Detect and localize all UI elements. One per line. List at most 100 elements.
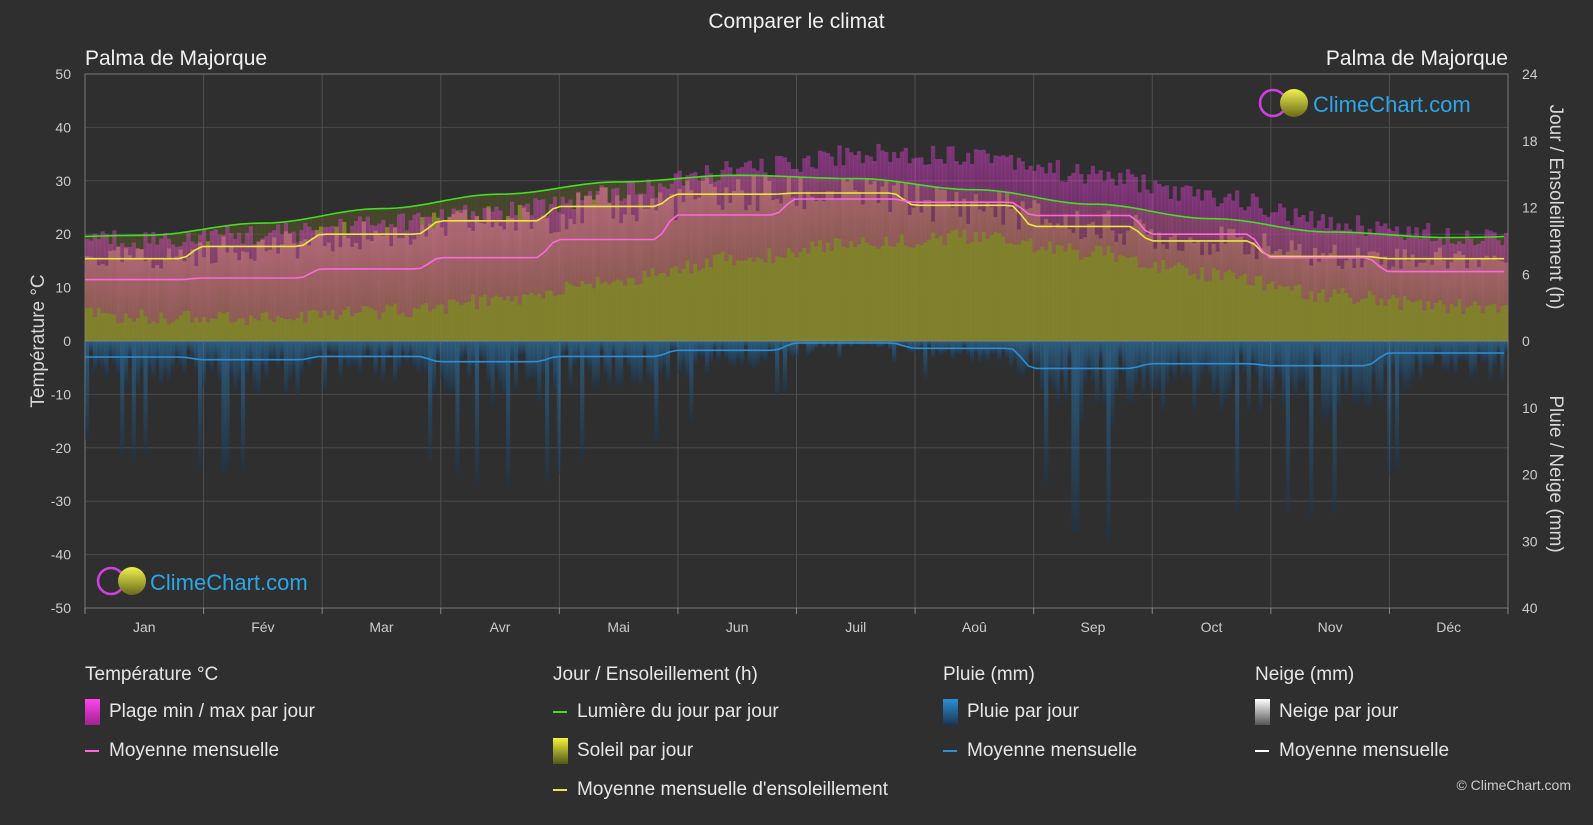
sunshine-bar: [985, 202, 990, 341]
rain-bar: [229, 341, 234, 376]
rain-mean-line: [85, 342, 1505, 370]
temp-range-bar: [747, 160, 752, 258]
temp-range-bar: [194, 243, 199, 318]
sunshine-bar: [1387, 269, 1392, 341]
rain-bar: [1336, 341, 1341, 410]
y-right-mm-tick-label: 40: [1522, 600, 1538, 616]
rain-bar: [1258, 341, 1263, 414]
temp-range-bar: [143, 232, 148, 317]
rain-bar: [911, 341, 916, 354]
temp-range-bar: [623, 198, 628, 286]
sunshine-bar: [860, 204, 866, 341]
rain-bar: [1289, 341, 1294, 386]
rain-bar: [1079, 341, 1084, 422]
temp-range-bar: [794, 169, 799, 258]
rain-bar: [166, 341, 172, 381]
temp-range-bar: [720, 169, 725, 252]
sunshine-bar: [1359, 267, 1365, 341]
rain-bar: [209, 341, 214, 373]
rain-bar: [693, 341, 698, 365]
rain-bar: [1426, 341, 1431, 369]
rain-bar: [1106, 341, 1111, 541]
sunshine-bar: [767, 180, 772, 341]
rain-bar: [533, 341, 538, 379]
temp-range-bar: [564, 203, 569, 282]
rain-bar: [607, 341, 612, 386]
rain-bar: [135, 341, 140, 388]
temp-range-bar: [1149, 193, 1154, 269]
temp-range-bar: [946, 146, 951, 234]
temp-range-bar: [755, 170, 760, 258]
rain-bar: [178, 341, 183, 367]
temp-range-bar: [677, 170, 682, 274]
temp-range-bar: [1402, 240, 1407, 297]
rain-bar: [521, 341, 526, 355]
rain-bar: [1192, 341, 1197, 411]
temp-range-bar: [428, 216, 433, 312]
temp-range-bar: [1297, 216, 1302, 285]
sunshine-bar: [1242, 254, 1248, 341]
temp-range-bar: [786, 162, 791, 248]
sunshine-bar: [782, 194, 788, 341]
rain-bar: [1352, 341, 1357, 403]
rain-bar: [1262, 341, 1267, 386]
rain-bar: [977, 341, 982, 363]
rain-bar: [611, 341, 616, 357]
sunshine-bar: [1231, 229, 1236, 341]
rain-bar: [338, 341, 343, 379]
rain-bar: [1394, 341, 1400, 470]
temp-range-bar: [233, 239, 238, 322]
rain-bar: [997, 341, 1002, 362]
temp-range-bar: [96, 239, 101, 309]
month-label: Aoû: [962, 619, 987, 635]
rain-bar: [837, 341, 842, 359]
temp-range-bar: [1040, 167, 1045, 247]
temp-range-bar: [837, 145, 842, 239]
temp-range-bar: [1480, 240, 1485, 314]
rain-bar: [474, 341, 480, 484]
rain-bar: [186, 341, 191, 352]
temp-range-bar: [120, 243, 125, 323]
month-label: Mai: [607, 619, 630, 635]
sunshine-bar: [1172, 233, 1177, 341]
temp-range-bar: [354, 220, 359, 314]
legend-label: Moyenne mensuelle: [967, 740, 1138, 761]
temp-range-bar: [92, 233, 97, 317]
temp-range-bar: [85, 239, 90, 309]
sunshine-bar: [1071, 232, 1076, 341]
temp-range-bar: [1277, 203, 1283, 286]
temp-range-bar: [529, 215, 534, 293]
temp-range-bar: [1391, 230, 1396, 295]
rain-bar: [381, 341, 386, 380]
rain-bar: [1137, 341, 1142, 375]
rain-swatch: [943, 699, 958, 725]
temp-range-bar: [1426, 223, 1431, 302]
temp-range-bar: [256, 241, 261, 321]
temp-range-bar: [1168, 199, 1174, 268]
sunshine-bar: [1406, 260, 1411, 341]
temp-range-bar: [685, 175, 690, 261]
temp-range-bar: [911, 158, 916, 248]
sunshine-bar: [1227, 228, 1232, 341]
rain-bar: [529, 341, 534, 379]
temp-range-bar: [1457, 241, 1462, 299]
rain-bar: [1313, 341, 1318, 363]
sunshine-bar: [1363, 259, 1368, 341]
temp-range-bar: [1274, 212, 1279, 289]
location-left: Palma de Majorque: [85, 47, 268, 70]
temp-range-bar: [1504, 232, 1508, 305]
rain-bar: [1441, 341, 1446, 371]
temp-range-bar: [845, 147, 850, 248]
temp-range-bar: [1005, 156, 1010, 244]
sunshine-bar: [1332, 244, 1337, 341]
temp-range-bar: [638, 193, 643, 284]
sunshine-bar: [1235, 237, 1240, 341]
temp-range-bar: [907, 163, 912, 248]
temp-range-bar: [1047, 162, 1053, 242]
temp-range-bar: [860, 163, 866, 238]
rain-bar: [513, 341, 519, 391]
sunshine-bar: [1379, 264, 1384, 341]
sunshine-bar: [743, 210, 749, 341]
sunshine-bar: [1020, 201, 1025, 341]
temp-range-bar: [104, 233, 109, 314]
